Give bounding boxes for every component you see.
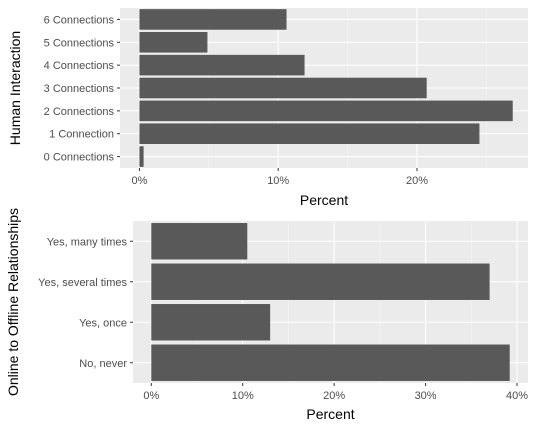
- x-tick-label: 40%: [506, 390, 528, 402]
- x-tick-label: 0%: [143, 390, 159, 402]
- bar-6-connections: [139, 9, 287, 30]
- bar-yes-once: [151, 304, 271, 341]
- y-tick-label: 1 Connection: [49, 129, 114, 141]
- x-axis-title: Percent: [306, 406, 354, 422]
- y-tick-label: No, never: [79, 358, 127, 370]
- bar-4-connections: [139, 54, 305, 76]
- y-tick-label: 3 Connections: [44, 83, 115, 95]
- x-tick-label: 30%: [415, 390, 437, 402]
- y-tick-label: 2 Connections: [44, 106, 115, 118]
- y-tick-label: 4 Connections: [44, 60, 115, 72]
- x-tick-label: 20%: [406, 175, 428, 187]
- bar-5-connections: [139, 32, 208, 53]
- y-tick-label: Yes, many times: [47, 236, 128, 248]
- y-tick-label: 6 Connections: [44, 14, 115, 26]
- chart-connections: 0 Connections 1 Connection 2 Connections 3 …: [7, 8, 528, 208]
- bar-2-connections: [139, 100, 513, 122]
- y-axis-title: Human Interaction: [7, 31, 23, 145]
- x-axis-title: Percent: [300, 192, 348, 208]
- x-tick-label: 0%: [131, 175, 147, 187]
- x-tick-label: 20%: [323, 390, 345, 402]
- y-tick-label: 0 Connections: [44, 152, 115, 164]
- y-tick-label: Yes, once: [79, 317, 127, 329]
- y-tick-label: 5 Connections: [44, 37, 115, 49]
- bar-yes-several-times: [151, 263, 490, 300]
- y-tick-label: Yes, several times: [38, 277, 127, 289]
- y-axis-title: Online to Offline Relationships: [5, 208, 21, 396]
- bar-no-never: [151, 344, 510, 381]
- bar-1-connection: [139, 123, 480, 144]
- bar-yes-many-times: [151, 223, 248, 260]
- chart-relationships: No, never Yes, once Yes, several times Yes,…: [5, 208, 528, 422]
- x-tick-label: 10%: [267, 175, 289, 187]
- x-tick-label: 10%: [232, 390, 254, 402]
- bar-3-connections: [139, 77, 427, 99]
- bar-0-connections: [139, 146, 144, 167]
